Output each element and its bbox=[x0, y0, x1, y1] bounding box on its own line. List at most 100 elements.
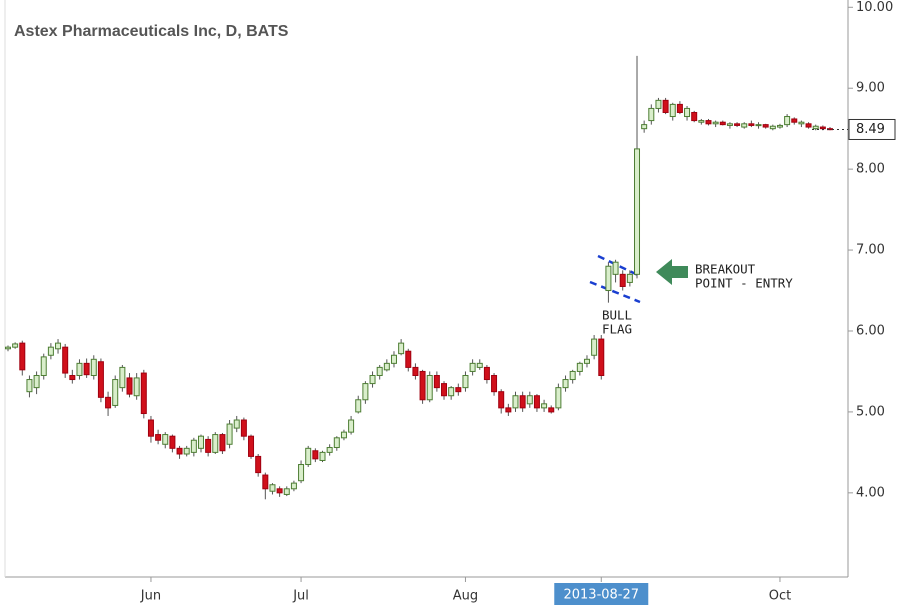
candle-body bbox=[734, 123, 741, 126]
candle-body bbox=[12, 343, 19, 348]
candle-body bbox=[719, 121, 726, 126]
last-price-box bbox=[848, 118, 896, 140]
candle-body bbox=[669, 103, 676, 118]
annotation: BULL bbox=[602, 308, 632, 323]
candle-body bbox=[83, 362, 90, 376]
candle-body bbox=[548, 407, 555, 413]
candle-body bbox=[26, 379, 33, 393]
candle-body bbox=[5, 346, 11, 350]
candle-body bbox=[491, 374, 498, 393]
candle-body bbox=[662, 99, 669, 113]
candle-body bbox=[312, 450, 319, 460]
candle-body bbox=[183, 447, 190, 455]
candle-body bbox=[462, 374, 469, 389]
candle-body bbox=[140, 372, 147, 415]
candle-body bbox=[262, 474, 269, 490]
candle-body bbox=[676, 103, 683, 113]
candle-body bbox=[426, 374, 433, 401]
candle-body bbox=[712, 121, 719, 125]
candle-body bbox=[233, 419, 240, 429]
candle-body bbox=[498, 391, 505, 409]
candle-body bbox=[433, 374, 440, 389]
candle-body bbox=[612, 261, 619, 275]
candle-body bbox=[340, 431, 347, 439]
chart-title: Astex Pharmaceuticals Inc, D, BATS bbox=[14, 23, 289, 40]
candle-body bbox=[269, 484, 276, 492]
candle-body bbox=[505, 407, 512, 413]
candle-body bbox=[591, 338, 598, 356]
candle-body bbox=[619, 273, 626, 287]
x-highlight-box bbox=[554, 583, 649, 605]
candle-body bbox=[576, 362, 583, 372]
candle-body bbox=[133, 377, 140, 397]
candle-body bbox=[369, 374, 376, 385]
candle-body bbox=[684, 107, 691, 118]
candle-body bbox=[147, 419, 154, 437]
candle-body bbox=[69, 374, 76, 381]
candle-body bbox=[655, 99, 662, 109]
flag-lower-line bbox=[589, 280, 641, 304]
candle-body bbox=[33, 374, 40, 389]
candle-body bbox=[483, 366, 490, 381]
y-tick-label: 5.00 bbox=[856, 404, 885, 419]
candle-body bbox=[598, 338, 605, 376]
candle-body bbox=[298, 464, 305, 482]
x-tick-label: Jun bbox=[140, 589, 161, 604]
candle-body bbox=[197, 435, 204, 449]
candle-body bbox=[562, 379, 569, 389]
candle-body bbox=[40, 356, 47, 376]
candle-body bbox=[784, 116, 791, 126]
candle-body bbox=[226, 423, 233, 445]
candle-body bbox=[162, 434, 169, 445]
candle-body bbox=[190, 439, 197, 453]
candle-body bbox=[383, 362, 390, 371]
candle-body bbox=[691, 111, 698, 122]
candle-body bbox=[348, 419, 355, 433]
candle-body bbox=[112, 379, 119, 406]
candle-body bbox=[212, 434, 219, 453]
candle-body bbox=[169, 435, 176, 449]
candle-body bbox=[248, 435, 255, 457]
candle-body bbox=[255, 455, 262, 474]
candle-body bbox=[55, 342, 62, 350]
x-tick-label: Oct bbox=[769, 589, 791, 604]
candle-body bbox=[362, 383, 369, 401]
candle-body bbox=[283, 488, 290, 495]
flag-upper-line bbox=[597, 254, 641, 278]
annotation: FLAG bbox=[602, 322, 632, 337]
candle-body bbox=[398, 342, 405, 355]
candle-body bbox=[119, 366, 126, 389]
candle-body bbox=[333, 437, 340, 449]
candle-body bbox=[240, 419, 247, 437]
candle-body bbox=[748, 123, 755, 126]
candle-body bbox=[76, 362, 83, 376]
candle-body bbox=[441, 383, 448, 397]
candle-body bbox=[512, 395, 519, 409]
candle-body bbox=[769, 125, 776, 130]
candle-body bbox=[626, 273, 633, 283]
candle-body bbox=[641, 124, 648, 130]
candle-body bbox=[276, 488, 283, 494]
candle-body bbox=[741, 123, 748, 128]
y-tick-label: 9.00 bbox=[856, 81, 885, 96]
x-tick-label: Aug bbox=[453, 589, 478, 604]
candle-body bbox=[412, 366, 419, 376]
candle-body bbox=[648, 107, 655, 122]
candle-body bbox=[326, 447, 333, 453]
y-tick-label: 8.00 bbox=[856, 162, 885, 177]
candle-body bbox=[62, 346, 69, 374]
candle-body bbox=[776, 124, 783, 128]
candle-body bbox=[305, 447, 312, 466]
candle-body bbox=[791, 118, 798, 123]
candle-body bbox=[798, 121, 805, 125]
candle-body bbox=[605, 265, 612, 292]
candle-body bbox=[541, 403, 548, 409]
y-tick-label: 4.00 bbox=[856, 485, 885, 500]
candle-body bbox=[219, 434, 226, 452]
candle-body bbox=[569, 370, 576, 381]
candle-body bbox=[698, 120, 705, 123]
candle-body bbox=[476, 362, 483, 368]
y-tick-label: 7.00 bbox=[856, 243, 885, 258]
candle-body bbox=[97, 361, 104, 398]
